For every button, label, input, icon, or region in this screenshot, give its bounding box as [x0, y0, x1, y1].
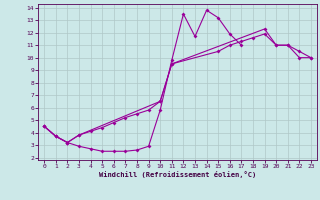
X-axis label: Windchill (Refroidissement éolien,°C): Windchill (Refroidissement éolien,°C) — [99, 171, 256, 178]
